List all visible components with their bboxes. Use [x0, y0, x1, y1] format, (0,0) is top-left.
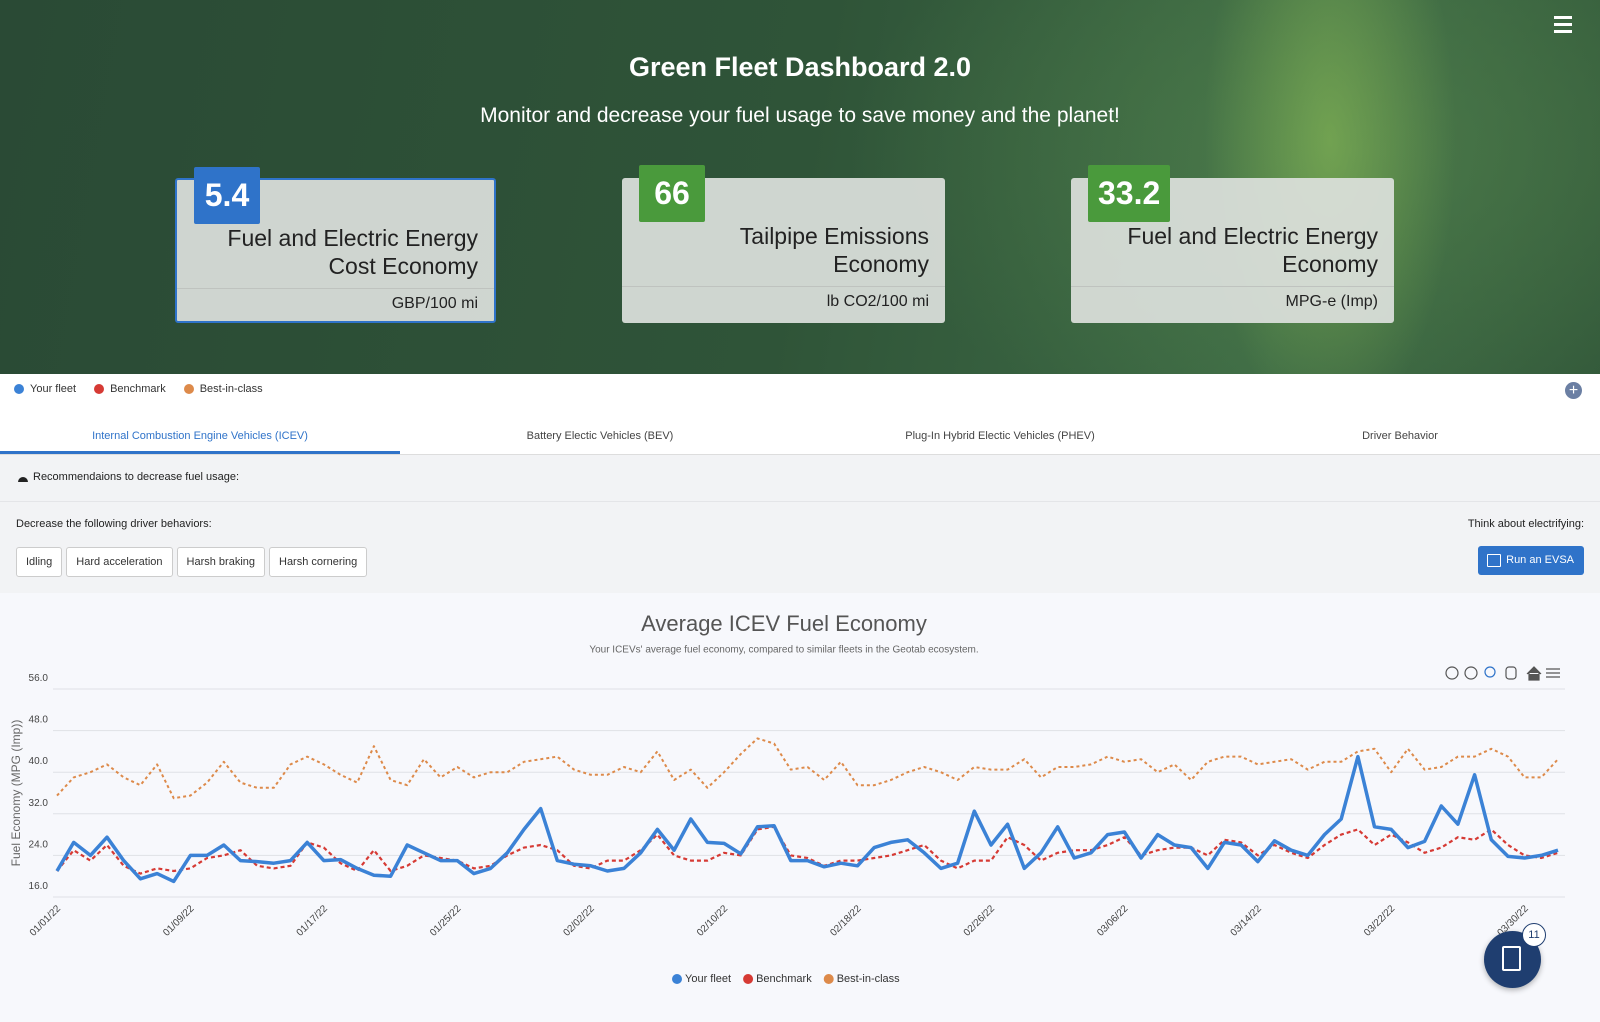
- chart-title: Average ICEV Fuel Economy: [641, 611, 927, 636]
- legend-label: Benchmark: [756, 973, 812, 985]
- chip[interactable]: Harsh braking: [176, 547, 265, 577]
- x-tick-label: 02/10/22: [695, 903, 731, 939]
- tabs: Internal Combustion Engine Vehicles (ICE…: [0, 420, 1600, 455]
- y-tick-label: 16.0: [29, 881, 49, 892]
- electrify-label: Think about electrifying:: [1467, 518, 1584, 530]
- kpi-unit: GBP/100 mi: [177, 288, 494, 313]
- task-count: 11: [1522, 923, 1546, 947]
- legend-swatch: [94, 384, 105, 394]
- tasks-button[interactable]: 11: [1484, 923, 1546, 988]
- y-axis-label: Fuel Economy (MPG (Imp)): [9, 720, 23, 867]
- legend-item[interactable]: Best-in-class: [823, 973, 900, 985]
- tab[interactable]: Plug-In Hybrid Electic Vehicles (PHEV): [905, 430, 1095, 442]
- y-tick-label: 48.0: [29, 715, 49, 726]
- clipboard-icon: [1502, 946, 1521, 971]
- zoom-in[interactable]: [1445, 666, 1459, 680]
- legend-label: Best-in-class: [837, 973, 900, 985]
- legend-swatch: [672, 974, 682, 984]
- x-tick-label: 02/02/22: [561, 903, 597, 939]
- menu[interactable]: [1546, 668, 1560, 678]
- y-tick-label: 24.0: [29, 839, 49, 850]
- kpi-value: 66: [639, 165, 705, 222]
- kpi-value: 5.4: [194, 167, 260, 224]
- legend-swatch: [823, 974, 834, 984]
- kpi-unit: lb CO2/100 mi: [622, 286, 945, 311]
- menu-button[interactable]: [1554, 16, 1572, 37]
- series-line: [56, 825, 1559, 875]
- divider: [0, 501, 1600, 502]
- reset[interactable]: [1526, 666, 1542, 681]
- legend-label: Your fleet: [30, 383, 77, 395]
- legend-item[interactable]: Your fleet: [14, 383, 76, 395]
- legend-item[interactable]: Benchmark: [94, 383, 166, 395]
- y-tick-label: 56.0: [29, 673, 49, 684]
- zoom-out[interactable]: [1464, 666, 1478, 680]
- legend-label: Benchmark: [110, 383, 166, 395]
- x-tick-label: 01/17/22: [295, 903, 331, 939]
- chip[interactable]: Hard acceleration: [66, 547, 173, 577]
- tab[interactable]: Driver Behavior: [1362, 430, 1438, 442]
- kpi-card[interactable]: 5.4 Fuel and Electric Energy Cost Econom…: [175, 167, 496, 323]
- kpi-label: Tailpipe Emissions Economy: [739, 223, 929, 277]
- legend-swatch: [743, 974, 754, 984]
- legend-swatch: [14, 384, 24, 394]
- recommendations: Recommendaions to decrease fuel usage: D…: [0, 455, 1600, 593]
- tab[interactable]: Battery Electic Vehicles (BEV): [526, 430, 674, 442]
- legend-label: Best-in-class: [199, 383, 263, 395]
- heading-text: Recommendaions to decrease fuel usage:: [33, 471, 240, 483]
- legend-item[interactable]: Best-in-class: [183, 383, 263, 395]
- kpi-label: Fuel and Electric Energy Cost Economy: [227, 225, 478, 279]
- legend-item[interactable]: Benchmark: [743, 973, 812, 985]
- kpi-value: 33.2: [1088, 165, 1171, 222]
- chip[interactable]: Harsh cornering: [269, 547, 368, 577]
- recommendations-heading: Recommendaions to decrease fuel usage:: [17, 471, 239, 483]
- x-tick-label: 01/01/22: [28, 903, 64, 939]
- x-tick-label: 01/09/22: [161, 903, 197, 939]
- tab[interactable]: Internal Combustion Engine Vehicles (ICE…: [0, 420, 400, 454]
- kpi-label: Fuel and Electric Energy Economy: [1127, 223, 1378, 277]
- x-tick-label: 03/22/22: [1362, 903, 1398, 939]
- y-tick-label: 40.0: [29, 756, 49, 767]
- dashboard-title: Green Fleet Dashboard 2.0: [628, 52, 972, 82]
- hero: Green Fleet Dashboard 2.0 Monitor and de…: [0, 0, 1600, 374]
- evsa-button[interactable]: Run an EVSA: [1478, 546, 1584, 575]
- series-line: [55, 754, 1559, 884]
- add-button[interactable]: +: [1565, 382, 1582, 399]
- pan[interactable]: [1505, 666, 1517, 680]
- kpi-card[interactable]: 66 Tailpipe Emissions Economy lb CO2/100…: [622, 165, 945, 323]
- legend-top: Your fleet Benchmark Best-in-class: [14, 383, 263, 395]
- behaviors-label: Decrease the following driver behaviors:: [16, 518, 212, 530]
- kpi-card[interactable]: 33.2 Fuel and Electric Energy Economy MP…: [1071, 165, 1394, 323]
- x-tick-label: 03/06/22: [1095, 903, 1131, 939]
- chart-toolbar[interactable]: [1445, 666, 1560, 681]
- zoom[interactable]: [1484, 666, 1496, 678]
- behavior-chips: Idling Hard acceleration Harsh braking H…: [16, 547, 368, 577]
- series-line: [56, 737, 1559, 800]
- dashboard-subtitle: Monitor and decrease your fuel usage to …: [480, 104, 1120, 127]
- legend-swatch: [183, 384, 194, 394]
- x-tick-label: 02/18/22: [828, 903, 864, 939]
- icon: [18, 476, 28, 482]
- x-tick-label: 02/26/22: [962, 903, 998, 939]
- x-tick-label: 01/25/22: [428, 903, 464, 939]
- legend-label: Your fleet: [685, 973, 731, 985]
- x-tick-label: 03/14/22: [1229, 903, 1265, 939]
- y-tick-label: 32.0: [29, 798, 49, 809]
- chip[interactable]: Idling: [16, 547, 63, 577]
- chart: Average ICEV Fuel Economy Your ICEVs' av…: [0, 593, 1600, 1022]
- chart-subtitle: Your ICEVs' average fuel economy, compar…: [589, 645, 978, 656]
- kpi-unit: MPG-e (Imp): [1071, 286, 1394, 311]
- legend-item[interactable]: Your fleet: [672, 973, 731, 985]
